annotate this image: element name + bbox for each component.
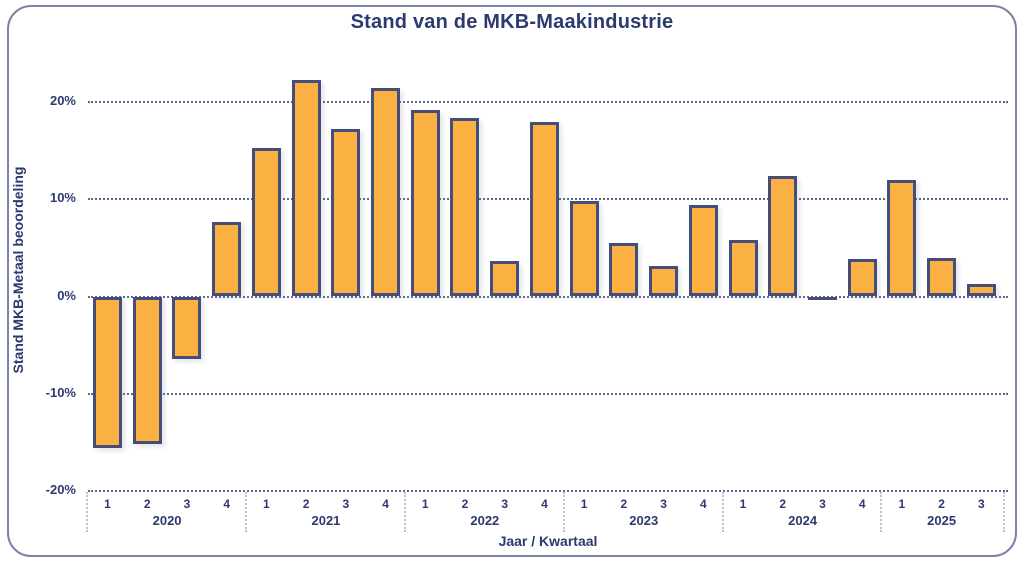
y-tick-label--10: -10% xyxy=(45,384,76,400)
bar-2024-q1[interactable] xyxy=(728,240,758,297)
quarter-label-2024-q1: 1 xyxy=(739,497,747,511)
x-axis: 1 2 3 4 2020 1 2 3 4 2021 1 2 3 4 2022 1 2 3 4 2023 1 2 3 4 2024… xyxy=(86,492,1008,534)
quarter-label-2025-q1: 1 xyxy=(898,497,906,511)
bar-2023-q3[interactable] xyxy=(649,266,679,297)
year-separator xyxy=(244,492,247,532)
year-separator xyxy=(721,492,724,532)
quarter-label-2021-q2: 2 xyxy=(302,497,310,511)
year-label-2023: 2023 xyxy=(629,513,659,528)
y-tick-label-0: 0% xyxy=(57,287,76,303)
bar-2020-q2[interactable] xyxy=(132,296,162,444)
quarter-label-2022-q2: 2 xyxy=(461,497,469,511)
gridline--20 xyxy=(88,490,1008,493)
quarter-label-2020-q3: 3 xyxy=(183,497,191,511)
bar-2024-q2[interactable] xyxy=(768,175,798,297)
quarter-label-2020-q1: 1 xyxy=(104,497,111,511)
bar-2020-q3[interactable] xyxy=(172,296,202,359)
bar-2025-q1[interactable] xyxy=(887,179,917,297)
bar-2022-q3[interactable] xyxy=(490,261,520,297)
quarter-label-2024-q3: 3 xyxy=(819,497,826,511)
quarter-label-2022-q1: 1 xyxy=(421,497,429,511)
quarter-label-2020-q4: 4 xyxy=(223,497,230,511)
y-tick-label--20: -20% xyxy=(45,482,76,498)
quarter-label-2021-q3: 3 xyxy=(342,497,350,511)
quarter-label-2022-q4: 4 xyxy=(541,497,548,511)
bar-2025-q2[interactable] xyxy=(927,257,957,297)
year-separator xyxy=(562,492,565,532)
quarter-label-2020-q2: 2 xyxy=(143,497,151,511)
quarter-label-2021-q4: 4 xyxy=(382,497,389,511)
year-separator xyxy=(403,492,406,532)
quarter-label-2023-q1: 1 xyxy=(580,497,588,511)
x-axis-title: Jaar / Kwartaal xyxy=(498,533,598,549)
bar-2021-q2[interactable] xyxy=(291,80,321,297)
quarter-label-2023-q2: 2 xyxy=(620,497,628,511)
gridline--10 xyxy=(88,392,1008,395)
quarter-label-2021-q1: 1 xyxy=(263,497,270,511)
y-tick-label-20: 20% xyxy=(49,92,76,108)
quarter-label-2023-q4: 4 xyxy=(699,497,707,511)
bar-2024-q4[interactable] xyxy=(847,258,877,297)
quarter-label-2024-q4: 4 xyxy=(858,497,866,511)
year-label-2020: 2020 xyxy=(152,513,182,528)
quarter-label-2024-q2: 2 xyxy=(779,497,787,511)
quarter-label-2023-q3: 3 xyxy=(660,497,667,511)
year-label-2025: 2025 xyxy=(927,513,957,528)
y-tick-label-10: 10% xyxy=(49,190,76,206)
quarter-label-2025-q2: 2 xyxy=(938,497,945,511)
bar-2022-q2[interactable] xyxy=(450,118,480,297)
bar-2021-q4[interactable] xyxy=(371,88,401,297)
bar-2020-q4[interactable] xyxy=(212,222,242,297)
bar-2023-q4[interactable] xyxy=(688,204,718,297)
chart-title: Stand van de MKB-Maakindustrie xyxy=(350,11,674,33)
year-separator xyxy=(86,492,88,532)
year-separator xyxy=(880,492,883,532)
gridline-0 xyxy=(88,295,1008,298)
bar-2025-q3[interactable] xyxy=(966,283,996,297)
bar-2023-q1[interactable] xyxy=(569,201,599,297)
bar-2024-q3[interactable] xyxy=(807,296,837,300)
year-label-2024: 2024 xyxy=(788,513,818,528)
bar-2022-q4[interactable] xyxy=(529,122,559,297)
bar-2022-q1[interactable] xyxy=(410,110,440,297)
gridline-20 xyxy=(88,100,1008,103)
year-label-2022: 2022 xyxy=(470,513,500,528)
quarter-label-2025-q3: 3 xyxy=(977,497,985,511)
plot-area xyxy=(88,75,1008,493)
bar-2021-q1[interactable] xyxy=(251,148,281,297)
bar-2023-q2[interactable] xyxy=(609,242,639,297)
bar-2020-q1[interactable] xyxy=(93,296,122,449)
year-separator xyxy=(1002,492,1005,532)
year-label-2021: 2021 xyxy=(311,513,341,528)
quarter-label-2022-q3: 3 xyxy=(501,497,509,511)
bar-2021-q3[interactable] xyxy=(331,128,361,297)
